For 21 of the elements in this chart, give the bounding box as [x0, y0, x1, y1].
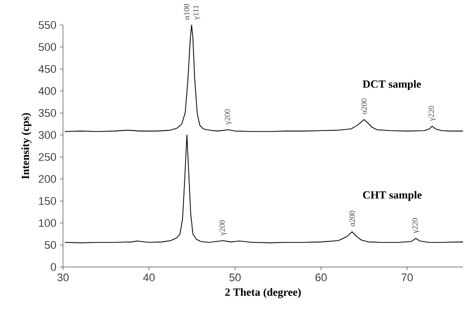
y-tick-label: 50 [44, 241, 56, 249]
x-axis-title: 2 Theta (degree) [225, 288, 301, 298]
x-tick-label: 30 [57, 274, 69, 282]
x-tick-label: 50 [229, 274, 241, 282]
y-tick-label: 250 [38, 153, 56, 161]
x-tick-label: 40 [143, 274, 155, 282]
text: DCT sample [362, 80, 421, 90]
y-tick-label: 0 [50, 263, 56, 271]
y-tick-label: 450 [38, 65, 56, 73]
y-tick-label: 550 [38, 21, 56, 29]
y-tick-label: 150 [39, 197, 56, 205]
y-tick-label: 400 [38, 87, 56, 95]
y-tick-label: 350 [38, 109, 56, 117]
y-tick-label: 500 [38, 43, 56, 51]
y-axis-title: Intensity (cps) [21, 113, 32, 179]
y-tick-label: 100 [39, 219, 56, 227]
x-tick-label: 60 [316, 274, 327, 282]
y-tick-label: 200 [38, 175, 56, 183]
text: CHT sample [363, 190, 422, 201]
x-tick-label: 70 [402, 274, 413, 282]
y-tick-label: 300 [38, 131, 56, 139]
